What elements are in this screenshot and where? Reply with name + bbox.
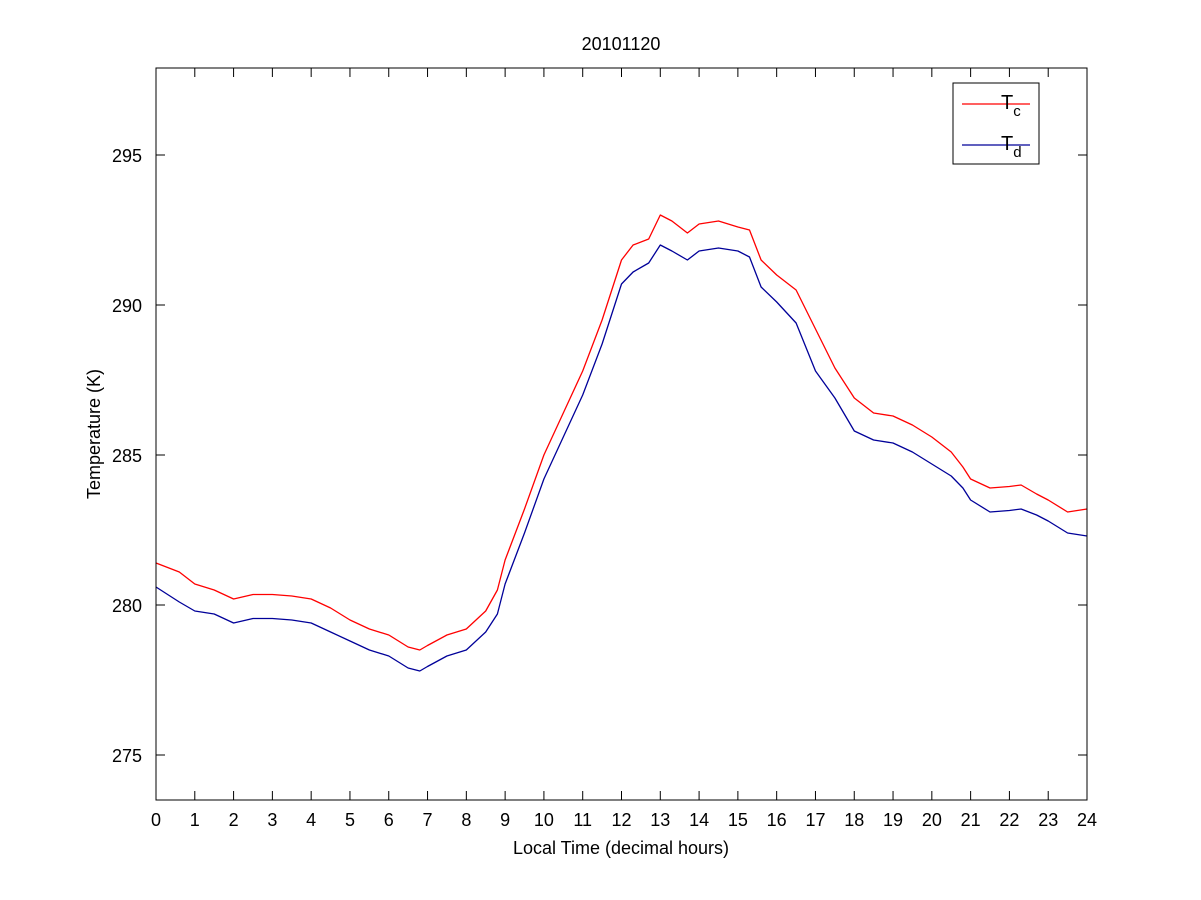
x-axis-label: Local Time (decimal hours) — [513, 838, 729, 858]
x-tick-label: 18 — [844, 810, 864, 830]
x-tick-label: 16 — [767, 810, 787, 830]
y-tick-label: 280 — [112, 596, 142, 616]
legend-box — [952, 82, 1040, 165]
x-tick-label: 17 — [805, 810, 825, 830]
series-line-T-c — [155, 214, 1088, 651]
x-axis: 0 1 2 3 4 5 6 7 8 9 10 11 12 13 14 15 16 17 18 19 20 21 22 23 24 — [151, 68, 1097, 830]
x-tick-label: 14 — [689, 810, 709, 830]
y-axis-label: Temperature (K) — [84, 369, 104, 499]
legend-label: Tc — [1001, 92, 1021, 120]
y-axis: 275 280 285 290 295 — [112, 146, 1087, 766]
x-tick-label: 2 — [229, 810, 239, 830]
x-tick-label: 3 — [267, 810, 277, 830]
x-tick-label: 5 — [345, 810, 355, 830]
x-tick-label: 9 — [500, 810, 510, 830]
legend: Tc Td — [952, 82, 1040, 165]
x-tick-label: 20 — [922, 810, 942, 830]
x-tick-label: 21 — [961, 810, 981, 830]
x-tick-label: 12 — [611, 810, 631, 830]
x-tick-label: 4 — [306, 810, 316, 830]
chart-title: 20101120 — [582, 34, 661, 54]
x-tick-label: 8 — [461, 810, 471, 830]
x-tick-label: 22 — [999, 810, 1019, 830]
series-layer — [155, 214, 1088, 672]
plot-area — [156, 68, 1087, 800]
y-tick-label: 285 — [112, 446, 142, 466]
legend-label: Td — [1001, 133, 1022, 161]
x-tick-label: 0 — [151, 810, 161, 830]
x-tick-label: 1 — [190, 810, 200, 830]
x-tick-label: 24 — [1077, 810, 1097, 830]
y-tick-label: 295 — [112, 146, 142, 166]
x-tick-label: 13 — [650, 810, 670, 830]
x-tick-label: 11 — [573, 810, 592, 830]
x-tick-label: 10 — [534, 810, 554, 830]
x-tick-label: 6 — [384, 810, 394, 830]
series-line-T-d — [155, 244, 1088, 672]
x-tick-label: 19 — [883, 810, 903, 830]
x-tick-label: 23 — [1038, 810, 1058, 830]
y-tick-label: 290 — [112, 296, 142, 316]
y-tick-label: 275 — [112, 746, 142, 766]
x-tick-label: 15 — [728, 810, 748, 830]
x-tick-label: 7 — [423, 810, 433, 830]
